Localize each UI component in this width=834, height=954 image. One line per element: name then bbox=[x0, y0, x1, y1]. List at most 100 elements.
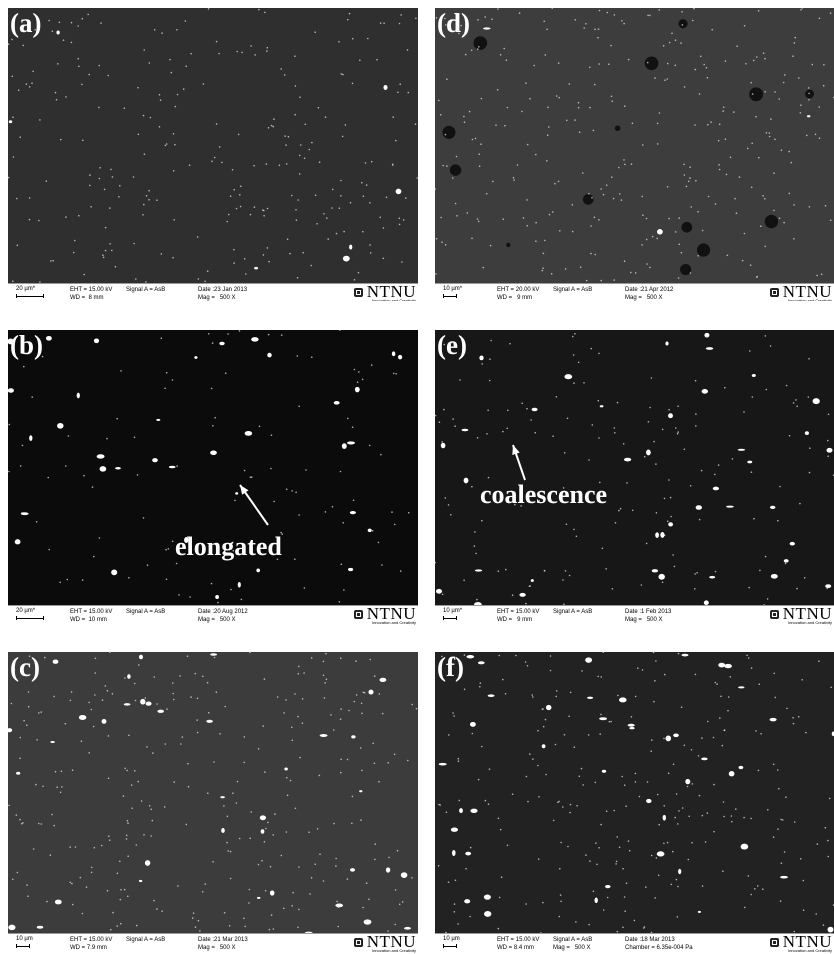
particle bbox=[667, 842, 669, 844]
particle bbox=[436, 238, 438, 240]
particle bbox=[33, 848, 35, 850]
particle bbox=[8, 43, 9, 45]
particle bbox=[105, 250, 107, 252]
particle bbox=[442, 165, 444, 167]
particle bbox=[230, 195, 232, 197]
info-column: EHT = 20.00 kVWD = 9 mm bbox=[497, 286, 539, 301]
logo-icon bbox=[770, 610, 779, 619]
particle bbox=[538, 858, 540, 860]
particle bbox=[208, 8, 210, 10]
particle bbox=[815, 134, 817, 136]
particle bbox=[729, 771, 735, 776]
particle bbox=[490, 245, 492, 247]
particle bbox=[478, 46, 480, 48]
particle bbox=[707, 812, 709, 814]
particle bbox=[298, 666, 300, 668]
info-text: Chamber = 6.35e-004 Pa bbox=[625, 944, 693, 952]
particle bbox=[637, 667, 639, 669]
pore bbox=[680, 264, 691, 275]
particle bbox=[504, 125, 506, 127]
particle bbox=[677, 886, 679, 888]
particle bbox=[415, 18, 417, 20]
particle bbox=[164, 388, 166, 390]
particle bbox=[781, 149, 783, 151]
particle bbox=[573, 382, 575, 384]
particle bbox=[197, 732, 199, 734]
particle bbox=[491, 18, 493, 20]
particle bbox=[751, 471, 753, 473]
info-column: EHT = 15.00 kVWD = 9 mm bbox=[497, 608, 539, 624]
particle bbox=[87, 14, 89, 16]
particle bbox=[642, 214, 644, 216]
particle bbox=[291, 195, 293, 197]
particle bbox=[463, 116, 465, 118]
particle bbox=[12, 280, 14, 282]
particle bbox=[710, 121, 712, 123]
particle bbox=[457, 923, 459, 925]
particle bbox=[63, 39, 65, 41]
particle bbox=[726, 506, 734, 508]
particle bbox=[19, 758, 21, 760]
particle bbox=[173, 133, 175, 135]
particle bbox=[123, 795, 125, 797]
particle bbox=[808, 93, 810, 95]
particle bbox=[379, 678, 386, 682]
particle bbox=[258, 864, 260, 866]
particle bbox=[267, 247, 269, 249]
particle bbox=[309, 893, 311, 895]
particle bbox=[472, 139, 474, 141]
particle bbox=[442, 594, 444, 596]
particle bbox=[450, 514, 452, 516]
particle bbox=[13, 156, 15, 158]
particle bbox=[268, 334, 270, 336]
particle bbox=[726, 174, 728, 176]
logo-name: NTNU bbox=[783, 606, 832, 621]
particle bbox=[649, 407, 651, 409]
particle bbox=[290, 780, 292, 782]
particle bbox=[657, 123, 659, 125]
particle bbox=[566, 120, 568, 122]
particle bbox=[142, 214, 144, 216]
particle bbox=[279, 165, 281, 167]
particle bbox=[399, 218, 401, 220]
particle bbox=[88, 74, 90, 76]
particle bbox=[48, 20, 50, 22]
particle bbox=[236, 208, 238, 210]
particle bbox=[263, 210, 265, 212]
sem-texture bbox=[8, 330, 418, 605]
particle bbox=[131, 807, 133, 809]
particle bbox=[479, 165, 481, 167]
particle bbox=[107, 890, 109, 892]
particle bbox=[67, 579, 69, 581]
particle bbox=[718, 164, 720, 166]
particle bbox=[234, 500, 236, 502]
particle bbox=[213, 761, 215, 763]
particle bbox=[157, 710, 164, 713]
particle bbox=[684, 745, 686, 747]
particle bbox=[240, 206, 242, 208]
particle bbox=[531, 694, 533, 696]
particle bbox=[699, 519, 701, 521]
info-text: WD = 8 mm bbox=[70, 294, 112, 301]
particle bbox=[620, 508, 622, 510]
particle bbox=[745, 63, 747, 65]
particle bbox=[624, 896, 626, 898]
particle bbox=[759, 683, 761, 685]
particle bbox=[691, 749, 693, 751]
particle bbox=[689, 177, 691, 179]
particle bbox=[643, 927, 645, 929]
particle bbox=[210, 653, 217, 655]
particle bbox=[552, 435, 554, 437]
panel-label: (f) bbox=[437, 654, 464, 681]
particle bbox=[182, 736, 184, 738]
particle bbox=[567, 418, 569, 420]
particle bbox=[639, 796, 641, 798]
particle bbox=[465, 54, 467, 56]
particle bbox=[727, 255, 729, 257]
particle bbox=[65, 465, 67, 467]
particle bbox=[802, 8, 804, 9]
particle bbox=[46, 180, 48, 182]
logo-tagline: Innovation and Creativity bbox=[367, 299, 416, 301]
particle bbox=[93, 556, 95, 558]
particle bbox=[668, 479, 670, 481]
